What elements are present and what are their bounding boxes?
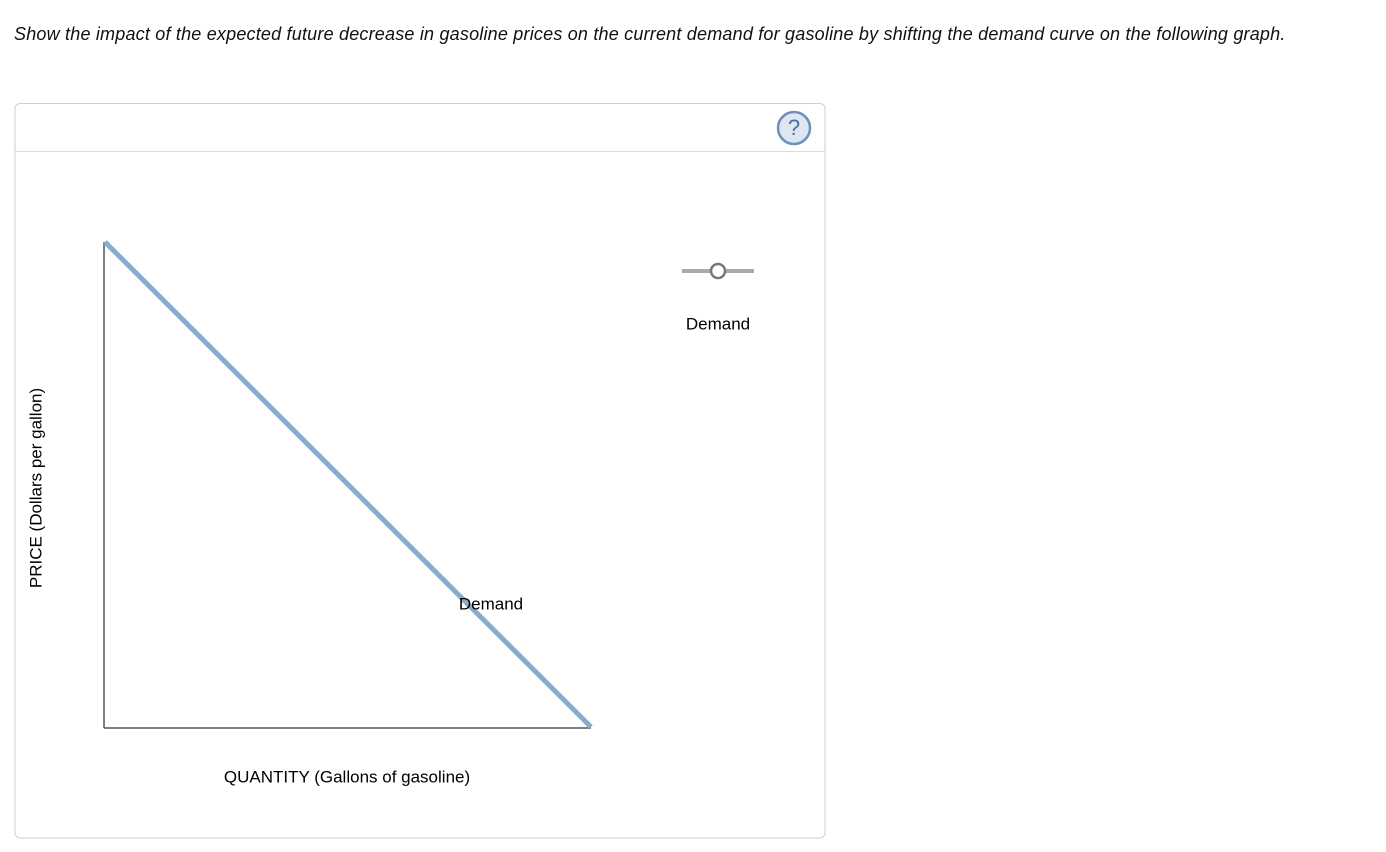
demand-curve-label: Demand [459, 594, 523, 613]
legend-tool-point[interactable] [709, 262, 727, 280]
help-button-label[interactable]: ? [788, 115, 800, 140]
graph-panel [14, 103, 826, 839]
help-button[interactable]: ? [776, 110, 812, 146]
y-axis-label: PRICE (Dollars per gallon) [26, 388, 45, 588]
x-axis-label: QUANTITY (Gallons of gasoline) [224, 767, 470, 786]
question-text: Show the impact of the expected future d… [14, 24, 1286, 44]
legend-tool-label[interactable]: Demand [686, 314, 750, 333]
legend-tool[interactable]: Demand [682, 262, 754, 333]
demand-curve[interactable] [103, 240, 593, 729]
help-button-circle[interactable] [776, 110, 812, 146]
